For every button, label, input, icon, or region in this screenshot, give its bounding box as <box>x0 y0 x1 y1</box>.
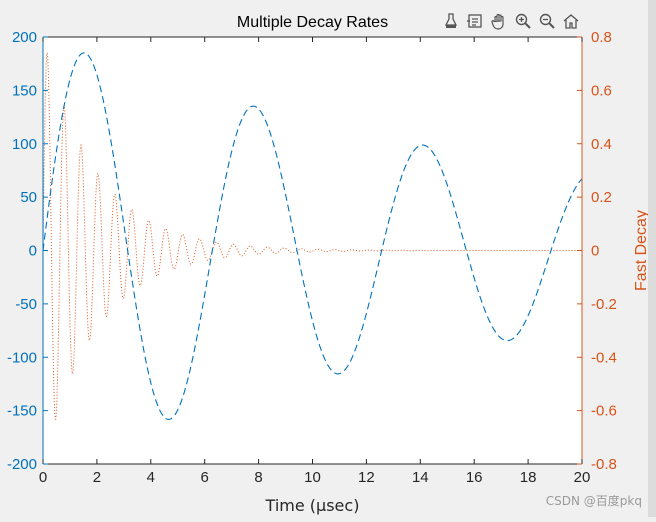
y-right-tick-label: 0.8 <box>591 29 612 46</box>
axes-toolbar <box>440 10 582 32</box>
x-tick-label: 12 <box>358 469 375 486</box>
x-tick-label: 18 <box>520 469 537 486</box>
data-tip-icon[interactable] <box>464 10 486 32</box>
x-tick-label: 4 <box>147 469 155 486</box>
chart-title: Multiple Decay Rates <box>237 14 388 31</box>
x-tick-label: 0 <box>39 469 47 486</box>
y-left-tick-label: 0 <box>29 243 37 260</box>
x-tick-label: 10 <box>304 469 321 486</box>
y-right-tick-label: -0.8 <box>591 456 617 473</box>
x-tick-label: 16 <box>466 469 483 486</box>
y-right-tick-label: -0.4 <box>591 349 617 366</box>
zoom-in-icon[interactable] <box>512 10 534 32</box>
pan-icon[interactable] <box>488 10 510 32</box>
x-tick-label: 14 <box>412 469 429 486</box>
y-right-tick-label: -0.2 <box>591 296 617 313</box>
brush-icon[interactable] <box>440 10 462 32</box>
x-tick-label: 8 <box>254 469 262 486</box>
y-left-tick-label: -150 <box>7 403 37 420</box>
plot-area <box>43 37 582 464</box>
window-edge <box>648 0 656 517</box>
y-left-tick-label: 150 <box>12 82 37 99</box>
y-left-tick-label: -50 <box>15 296 37 313</box>
y-right-tick-label: 0.4 <box>591 136 612 153</box>
y-left-tick-label: -100 <box>7 349 37 366</box>
y-right-tick-label: 0.2 <box>591 189 612 206</box>
y-left-tick-label: -200 <box>7 456 37 473</box>
zoom-out-icon[interactable] <box>536 10 558 32</box>
y-left-tick-label: 50 <box>20 189 37 206</box>
x-axis-label: Time (μsec) <box>265 496 360 515</box>
watermark: CSDN @百度pkq <box>545 494 642 508</box>
y-left-tick-label: 100 <box>12 136 37 153</box>
y-right-axis-label: Fast Decay <box>633 210 650 291</box>
y-right-tick-label: 0 <box>591 243 599 260</box>
series-fast-decay <box>42 51 582 421</box>
x-tick-label: 20 <box>574 469 591 486</box>
x-tick-label: 6 <box>201 469 209 486</box>
home-icon[interactable] <box>560 10 582 32</box>
y-right-tick-label: 0.6 <box>591 82 612 99</box>
y-right-tick-label: -0.6 <box>591 403 617 420</box>
y-left-tick-label: 200 <box>12 29 37 46</box>
x-tick-label: 2 <box>93 469 101 486</box>
series-slow-decay <box>42 52 583 420</box>
